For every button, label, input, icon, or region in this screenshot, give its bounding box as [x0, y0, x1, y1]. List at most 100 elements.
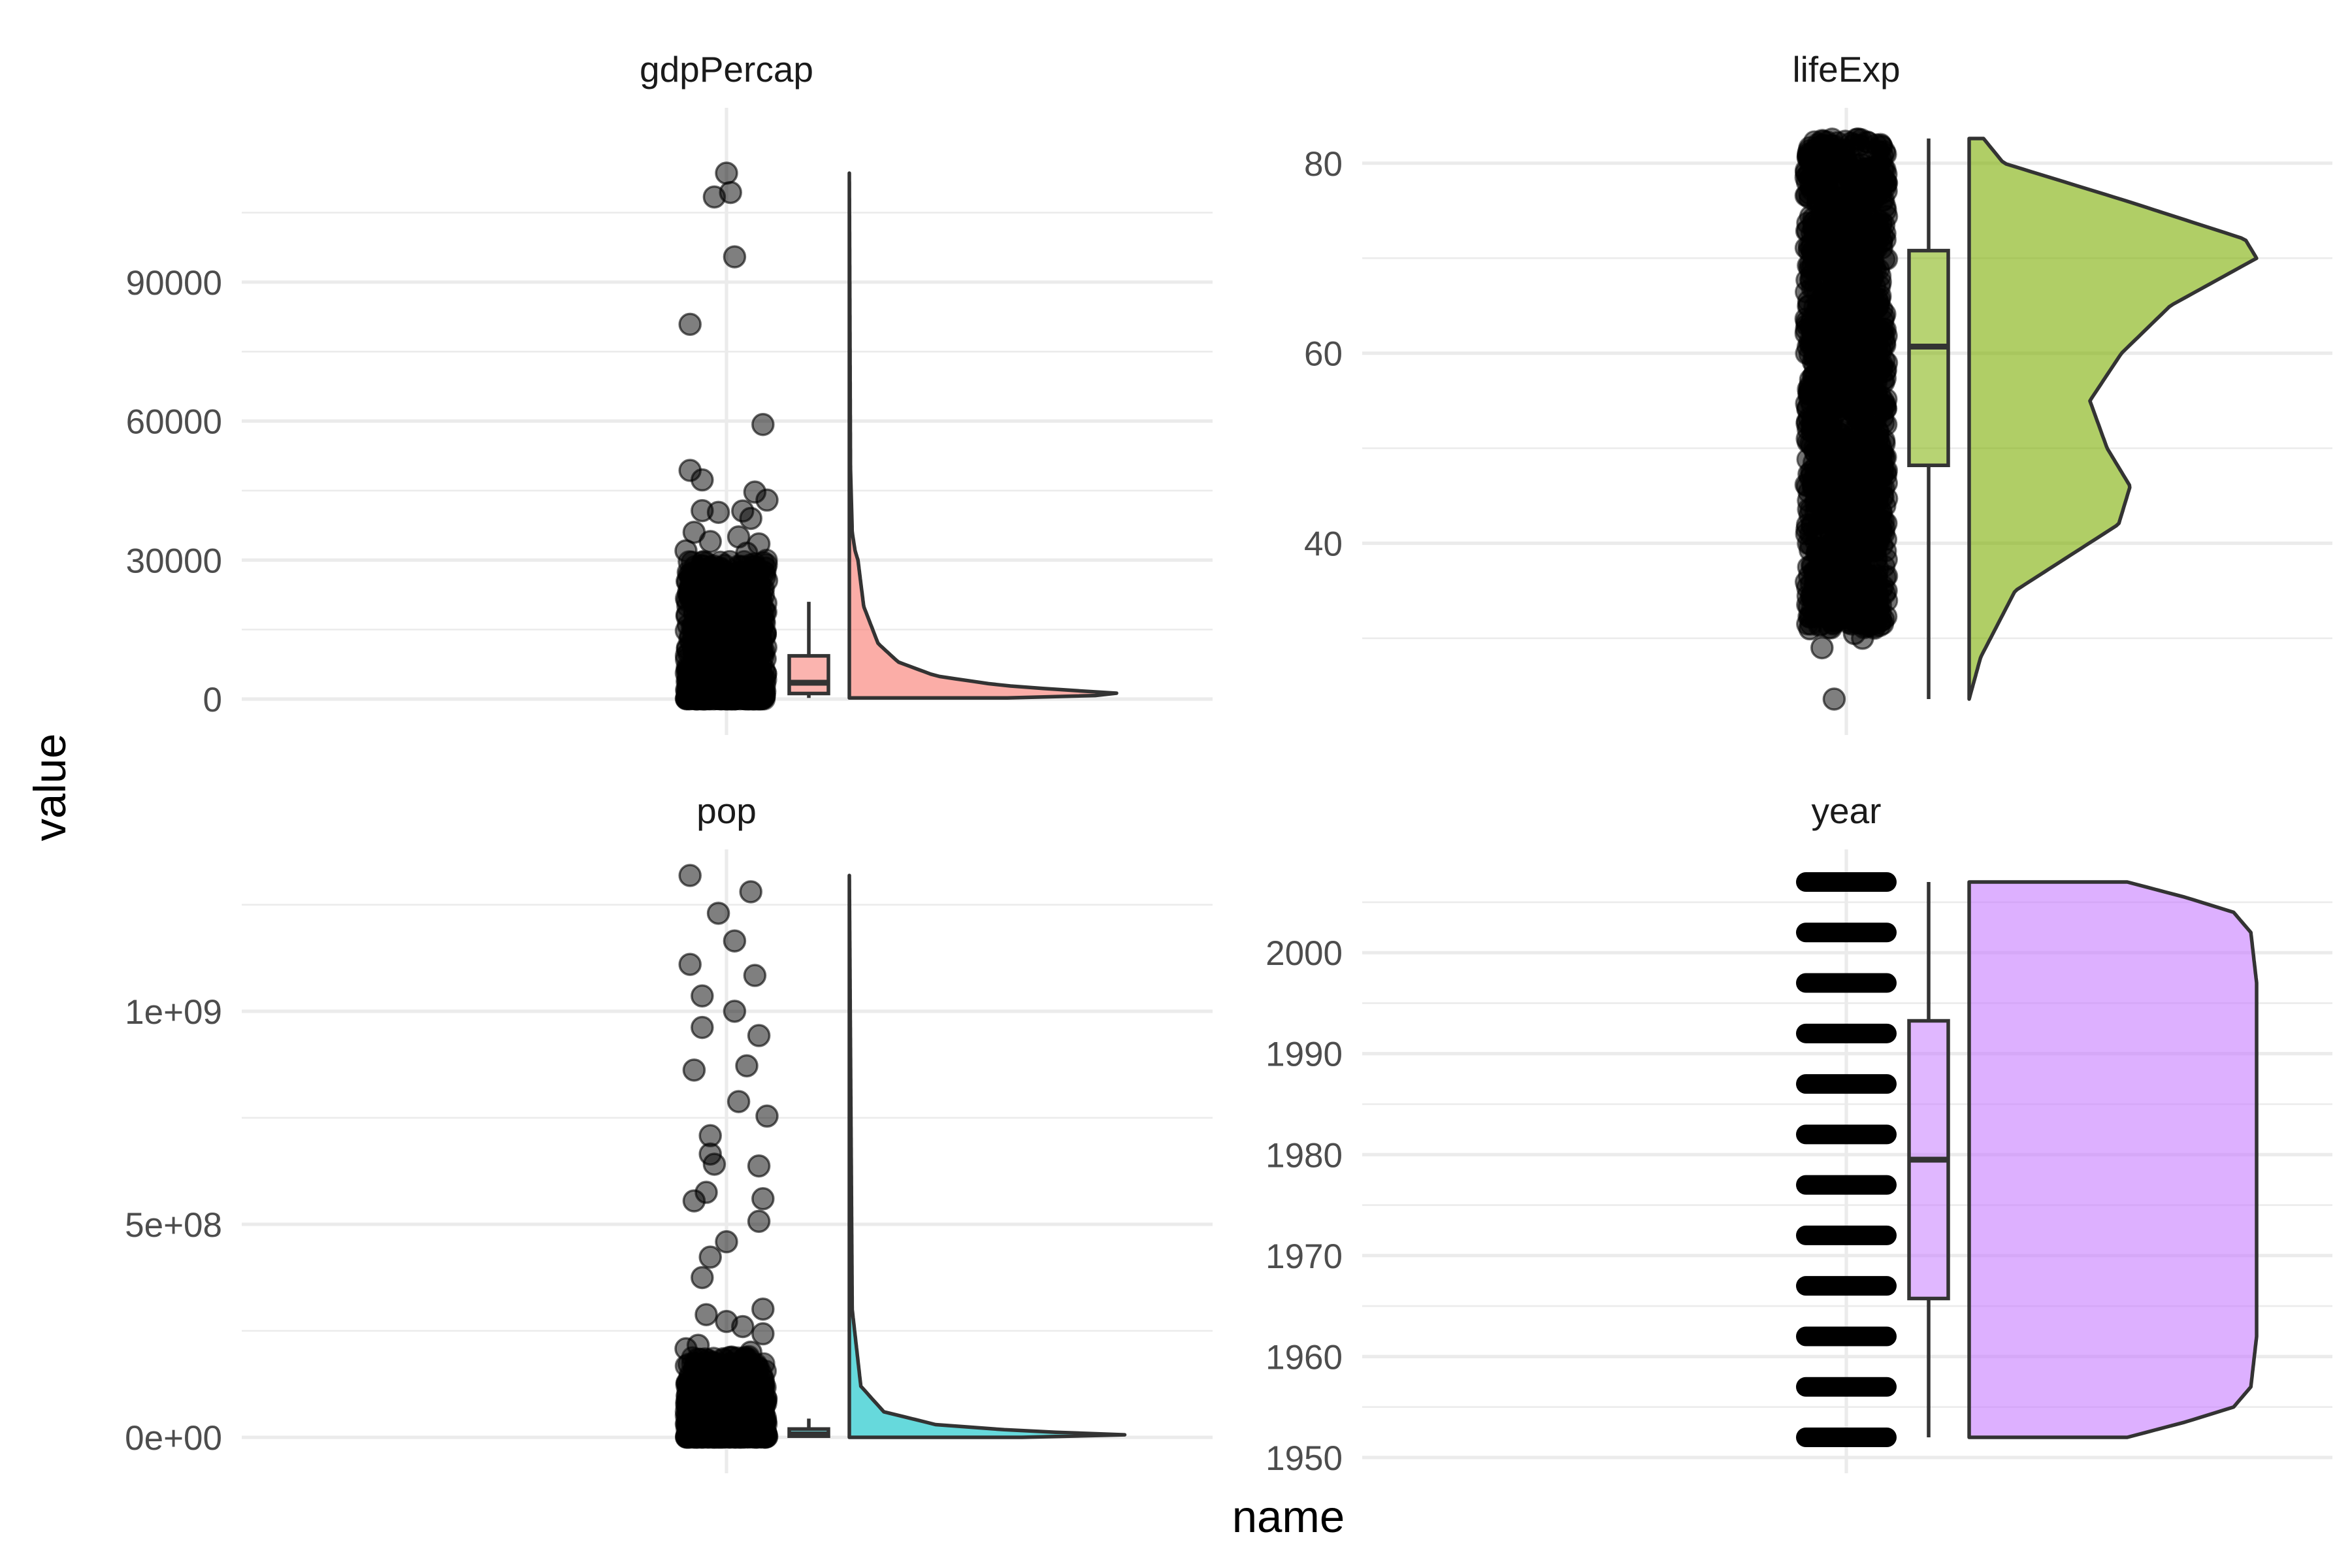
y-tick-label: 5e+08: [125, 1206, 222, 1245]
data-point: [1806, 540, 1829, 563]
data-point: [1859, 303, 1883, 327]
data-point: [1835, 440, 1858, 463]
data-point: [1801, 144, 1825, 168]
outlier-point: [691, 984, 714, 1008]
outlier-point: [698, 530, 722, 553]
density-half-violin: [847, 874, 1127, 1439]
y-tick-label: 60000: [126, 403, 222, 442]
data-point: [1872, 324, 1895, 348]
x-axis-title: name: [1232, 1492, 1345, 1542]
data-point: [743, 1399, 766, 1423]
outlier-point: [751, 1322, 775, 1346]
data-point: [1805, 467, 1829, 491]
data-point: [1796, 163, 1820, 187]
data-point: [1804, 562, 1827, 585]
data-point: [1867, 467, 1890, 491]
outlier-point: [739, 506, 762, 531]
rain-points: [1794, 127, 1899, 711]
data-point: [1830, 601, 1854, 625]
data-point: [715, 1369, 739, 1393]
y-tick-label: 0e+00: [125, 1419, 222, 1458]
facet-strip-label: gdpPercap: [640, 49, 813, 90]
y-tick-label: 80: [1304, 145, 1343, 184]
outlier-point: [1810, 636, 1834, 660]
outlier-point: [678, 953, 702, 976]
outlier-point: [1842, 621, 1867, 645]
data-point: [694, 598, 718, 621]
data-point: [1836, 366, 1859, 389]
outlier-point: [702, 1152, 727, 1176]
data-point: [1806, 395, 1830, 418]
outlier-point: [1863, 612, 1887, 636]
density-half-violin: [1967, 137, 2259, 701]
data-point: [1871, 406, 1895, 429]
data-point: [1821, 483, 1845, 507]
outlier-point: [747, 1154, 771, 1178]
data-point: [728, 613, 752, 636]
data-point: [751, 1424, 775, 1447]
data-point: [1854, 489, 1877, 513]
data-point: [1806, 521, 1829, 544]
y-tick-label: 2000: [1266, 934, 1343, 973]
data-point: [1846, 415, 1870, 438]
y-tick-label: 1950: [1266, 1439, 1343, 1478]
data-point: [1803, 343, 1827, 367]
facet-strip-label: year: [1812, 791, 1882, 831]
outlier-point: [747, 1024, 771, 1047]
outlier-point: [751, 1297, 775, 1321]
outlier-point: [1822, 687, 1846, 711]
outlier-point: [691, 1015, 714, 1039]
data-point: [702, 640, 726, 664]
outlier-point: [751, 1187, 775, 1211]
data-point: [1874, 367, 1897, 390]
y-tick-label: 1970: [1266, 1237, 1343, 1276]
outlier-point: [686, 1333, 710, 1357]
outlier-point: [731, 1315, 755, 1339]
data-point: [1824, 269, 1848, 293]
outlier-point: [747, 1209, 771, 1233]
data-point: [1842, 468, 1865, 491]
outlier-point: [694, 1303, 718, 1326]
data-point: [1830, 387, 1854, 410]
outlier-point: [755, 488, 779, 512]
facet-panel-year: 1950 1960 1970 1980 1990 2000 year: [1266, 791, 2332, 1478]
facet-strip-label: lifeExp: [1792, 49, 1900, 90]
boxplot: [787, 602, 830, 698]
data-point: [751, 687, 774, 710]
data-point: [1869, 284, 1892, 308]
data-point: [737, 671, 760, 694]
data-point: [1828, 550, 1852, 574]
facet-strip-label: pop: [696, 791, 757, 831]
y-tick-label: 1980: [1266, 1136, 1343, 1175]
data-point: [1844, 316, 1868, 339]
data-point: [1875, 171, 1899, 195]
y-tick-label: 1e+09: [125, 993, 222, 1032]
data-point: [1824, 293, 1848, 317]
data-point: [1835, 149, 1858, 172]
outlier-point: [706, 500, 730, 524]
outlier-point: [715, 161, 738, 185]
data-point: [1865, 133, 1888, 157]
outlier-point: [723, 929, 747, 953]
boxplot: [1907, 882, 1950, 1437]
outlier-point: [682, 1058, 706, 1082]
data-point: [683, 650, 706, 674]
outlier-point: [698, 1245, 722, 1269]
boxplot: [1907, 139, 1950, 699]
outlier-point: [727, 1090, 751, 1113]
box-iqr: [787, 654, 830, 696]
data-point: [704, 1415, 727, 1439]
outlier-point: [1798, 617, 1821, 641]
y-tick-label: 30000: [126, 542, 222, 580]
y-tick-label: 1960: [1266, 1338, 1343, 1377]
outlier-point: [706, 902, 730, 925]
data-point: [1797, 234, 1821, 257]
rain-points: [674, 161, 779, 711]
data-point: [1807, 441, 1831, 465]
data-point: [705, 559, 728, 582]
data-point: [1870, 577, 1893, 600]
data-point: [680, 615, 704, 638]
boxplot: [787, 1418, 830, 1438]
y-tick-label: 90000: [126, 264, 222, 302]
density-half-violin: [847, 171, 1119, 700]
